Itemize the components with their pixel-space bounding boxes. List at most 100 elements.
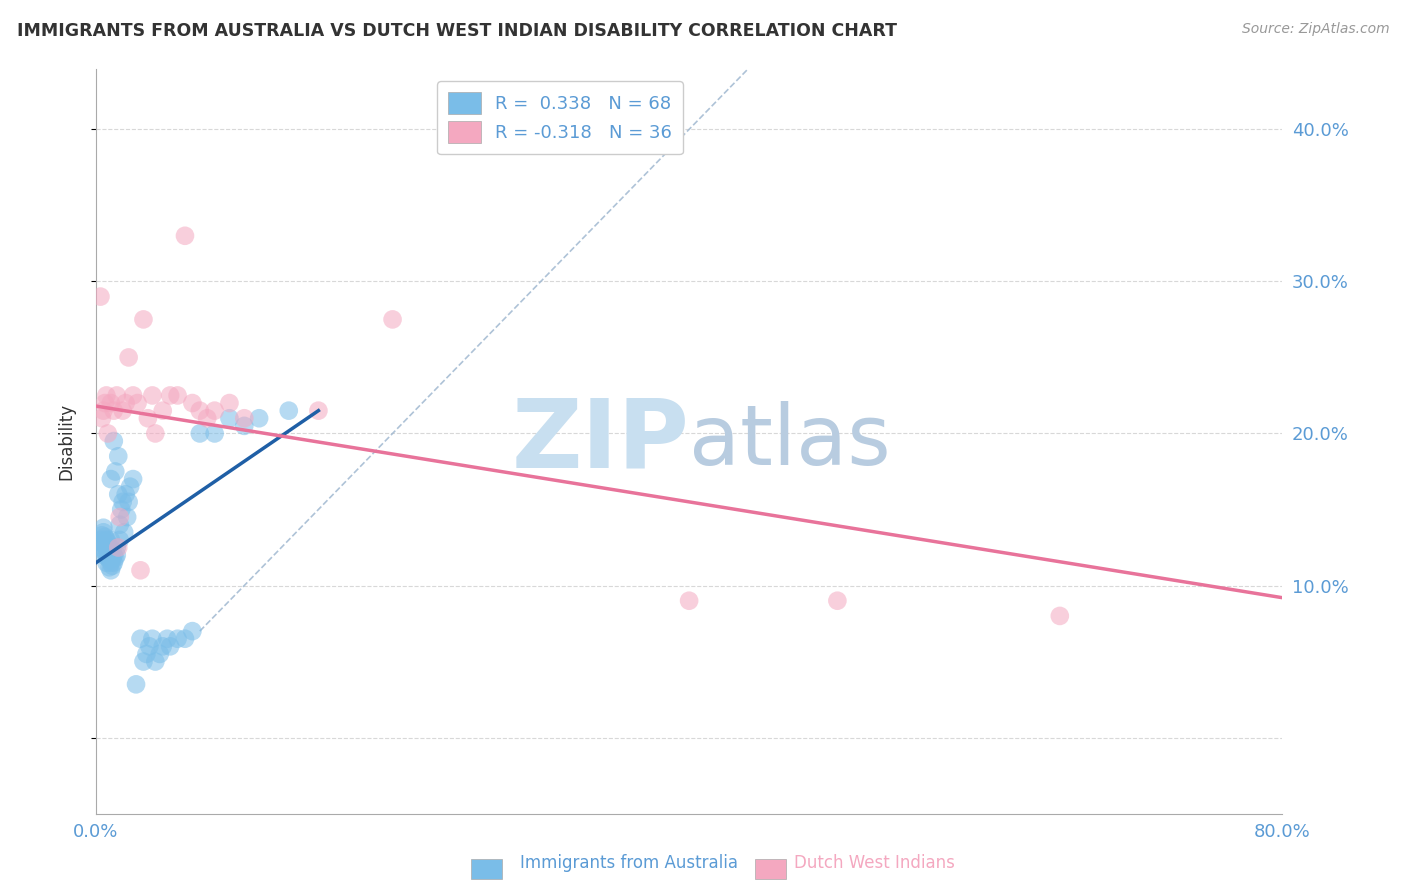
Text: Source: ZipAtlas.com: Source: ZipAtlas.com xyxy=(1241,22,1389,37)
Point xyxy=(129,563,152,577)
Point xyxy=(101,558,124,573)
Point xyxy=(381,312,404,326)
Point xyxy=(277,403,299,417)
Point xyxy=(103,556,125,570)
Point xyxy=(152,403,174,417)
Point xyxy=(105,388,128,402)
Point xyxy=(204,426,226,441)
Point xyxy=(103,548,125,562)
Point xyxy=(181,624,204,639)
Point xyxy=(97,551,120,566)
Point xyxy=(93,403,115,417)
Point xyxy=(115,510,138,524)
Point xyxy=(100,472,122,486)
Point xyxy=(89,290,111,304)
Point xyxy=(100,548,122,562)
Text: Dutch West Indians: Dutch West Indians xyxy=(794,855,955,872)
Point xyxy=(96,388,118,402)
Point xyxy=(89,533,111,547)
Point xyxy=(94,537,117,551)
Point xyxy=(98,541,121,556)
Point xyxy=(143,426,166,441)
Point xyxy=(166,632,188,646)
Point xyxy=(101,551,124,566)
Point xyxy=(218,396,240,410)
Point xyxy=(108,533,131,547)
Point xyxy=(149,647,172,661)
Point xyxy=(125,677,148,691)
Text: ZIP: ZIP xyxy=(512,394,689,488)
Point xyxy=(107,487,129,501)
Point xyxy=(204,403,226,417)
Text: atlas: atlas xyxy=(689,401,891,482)
Point xyxy=(135,647,157,661)
Text: IMMIGRANTS FROM AUSTRALIA VS DUTCH WEST INDIAN DISABILITY CORRELATION CHART: IMMIGRANTS FROM AUSTRALIA VS DUTCH WEST … xyxy=(17,22,897,40)
Point xyxy=(94,396,117,410)
Point xyxy=(103,434,125,448)
Point xyxy=(120,480,142,494)
Point xyxy=(97,536,120,550)
Point xyxy=(111,403,134,417)
Point xyxy=(827,593,849,607)
Point xyxy=(105,548,128,562)
Point xyxy=(166,388,188,402)
Point xyxy=(141,388,163,402)
Point xyxy=(94,530,117,544)
Point xyxy=(307,403,329,417)
Point xyxy=(127,396,149,410)
Point xyxy=(129,632,152,646)
Point xyxy=(100,541,122,555)
Point xyxy=(104,465,127,479)
Point xyxy=(174,632,197,646)
Point xyxy=(93,521,115,535)
Point xyxy=(100,563,122,577)
Point xyxy=(159,388,181,402)
Point xyxy=(152,640,174,654)
Point xyxy=(94,545,117,559)
Point xyxy=(108,517,131,532)
Point xyxy=(143,655,166,669)
Point xyxy=(1049,608,1071,623)
Point xyxy=(96,548,118,562)
Point xyxy=(195,411,218,425)
Point xyxy=(114,396,136,410)
Point xyxy=(174,228,197,243)
Point xyxy=(105,541,128,555)
Point xyxy=(188,426,211,441)
Point xyxy=(111,495,134,509)
Point xyxy=(107,450,129,464)
Point xyxy=(97,426,120,441)
Point xyxy=(96,541,118,555)
Legend: R =  0.338   N = 68, R = -0.318   N = 36: R = 0.338 N = 68, R = -0.318 N = 36 xyxy=(437,81,683,154)
Point xyxy=(107,541,129,555)
Point xyxy=(156,632,179,646)
Point xyxy=(100,556,122,570)
Point xyxy=(91,411,114,425)
Point xyxy=(218,411,240,425)
Point xyxy=(96,533,118,547)
Point xyxy=(104,551,127,566)
Point xyxy=(117,351,139,365)
Point xyxy=(159,640,181,654)
Point xyxy=(98,551,121,566)
Point xyxy=(112,525,135,540)
Point xyxy=(97,543,120,558)
Point xyxy=(91,536,114,550)
Point xyxy=(233,418,256,433)
Point xyxy=(122,388,145,402)
Point xyxy=(181,396,204,410)
Point xyxy=(188,403,211,417)
Point xyxy=(247,411,270,425)
Point xyxy=(96,556,118,570)
Point xyxy=(132,312,155,326)
Point xyxy=(114,487,136,501)
Point xyxy=(110,502,132,516)
Point xyxy=(93,525,115,540)
Point xyxy=(101,543,124,558)
Point xyxy=(89,541,111,555)
Point xyxy=(91,528,114,542)
Point xyxy=(108,510,131,524)
Text: Immigrants from Australia: Immigrants from Australia xyxy=(520,855,738,872)
Y-axis label: Disability: Disability xyxy=(58,402,75,480)
Point xyxy=(141,632,163,646)
